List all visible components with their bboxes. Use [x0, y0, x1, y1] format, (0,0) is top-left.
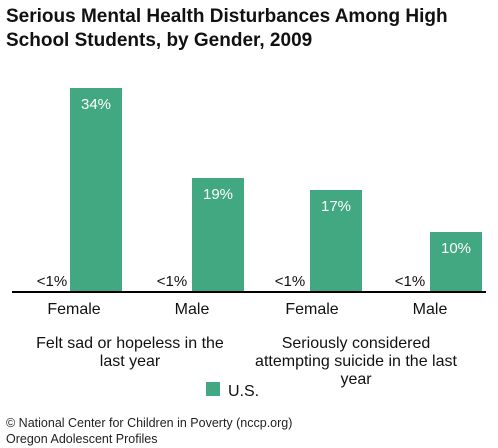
- value-label-us-1: 34%: [81, 96, 111, 113]
- value-label-us-3: 17%: [321, 198, 351, 215]
- bar-us-3: [310, 190, 362, 292]
- value-label-small-3: <1%: [275, 273, 305, 290]
- group-label-2-line-1: Seriously considered: [282, 335, 431, 352]
- value-labels: 34% 19% 17% 10% <1% <1% <1% <1%: [37, 96, 471, 290]
- bars: [70, 88, 482, 292]
- bar-us-4: [430, 232, 482, 292]
- chart-title-line-1: Serious Mental Health Disturbances Among…: [6, 6, 448, 27]
- bar-us-2: [192, 178, 244, 292]
- x-tick-label-4: Male: [413, 301, 448, 318]
- x-tick-label-2: Male: [175, 301, 210, 318]
- group-label-2-line-3: year: [340, 371, 372, 388]
- legend-swatch-us: [206, 382, 220, 396]
- value-label-small-4: <1%: [395, 273, 425, 290]
- legend: U.S.: [206, 382, 259, 400]
- legend-label-us: U.S.: [228, 383, 259, 400]
- x-tick-label-1: Female: [47, 301, 100, 318]
- chart-title: Serious Mental Health Disturbances Among…: [6, 6, 448, 51]
- source-note: © National Center for Children in Povert…: [6, 416, 292, 446]
- x-tick-label-3: Female: [285, 301, 338, 318]
- value-label-us-4: 10%: [441, 240, 471, 257]
- value-label-small-1: <1%: [37, 273, 67, 290]
- chart-title-line-2: School Students, by Gender, 2009: [6, 30, 312, 51]
- group-label-1-line-2: last year: [100, 353, 161, 370]
- group-label-2-line-2: attempting suicide in the last: [255, 353, 457, 370]
- source-line-2: Oregon Adolescent Profiles: [6, 432, 157, 446]
- bar-us-1: [70, 88, 122, 292]
- value-label-us-2: 19%: [203, 186, 233, 203]
- x-tick-labels: Female Male Female Male: [47, 301, 447, 318]
- value-label-small-2: <1%: [157, 273, 187, 290]
- group-label-1-line-1: Felt sad or hopeless in the: [36, 335, 224, 352]
- source-line-1: © National Center for Children in Povert…: [6, 416, 292, 430]
